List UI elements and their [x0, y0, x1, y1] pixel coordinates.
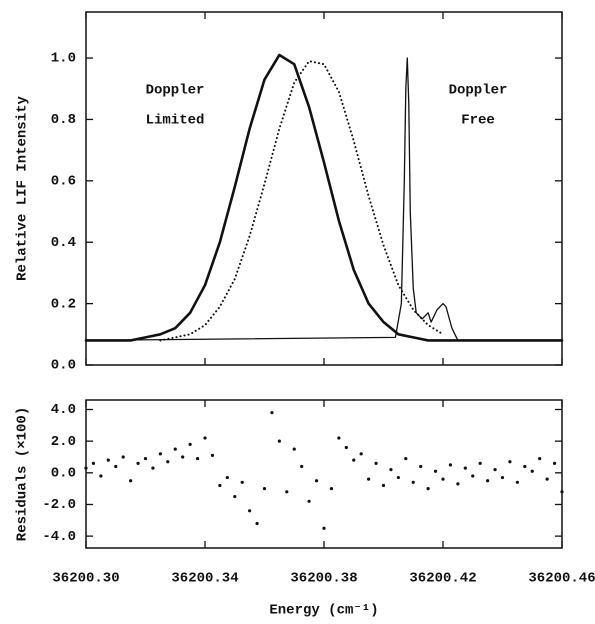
residual-point	[143, 456, 148, 461]
residual-point	[285, 490, 289, 494]
residual-point	[367, 477, 371, 481]
residual-point	[158, 452, 162, 456]
residual-point	[270, 411, 274, 415]
plot-frame	[85, 399, 563, 549]
residual-point	[448, 463, 453, 467]
residual-point	[188, 442, 192, 446]
residual-point	[419, 464, 423, 469]
y-tick-label: 0.4	[51, 235, 76, 251]
residual-point	[441, 477, 445, 481]
residual-point	[463, 466, 467, 470]
residual-point	[181, 455, 185, 459]
residual-point	[91, 461, 96, 465]
residual-point	[352, 458, 356, 462]
annotation: Doppler	[449, 83, 508, 99]
residual-point	[195, 456, 200, 461]
residual-point	[523, 464, 527, 469]
residual-point	[322, 526, 326, 530]
residual-point	[508, 460, 512, 464]
residual-point	[389, 468, 393, 472]
residual-point	[248, 509, 252, 513]
residual-point	[106, 458, 110, 462]
residual-point	[173, 447, 177, 451]
residual-point	[381, 483, 386, 488]
y-tick-label: 2.0	[51, 434, 76, 450]
residual-point	[337, 436, 341, 440]
x-tick-label: 36200.30	[52, 571, 119, 587]
y-tick-label: 0.6	[51, 174, 76, 190]
residual-point	[314, 479, 319, 483]
y-tick-label: 1.0	[51, 51, 76, 67]
residual-point	[404, 456, 408, 461]
y-tick-label: 4.0	[51, 402, 76, 418]
residual-point	[478, 461, 482, 465]
x-tick-label: 36200.42	[409, 571, 476, 587]
residual-point	[515, 480, 519, 484]
residual-point	[545, 477, 549, 481]
residual-point	[136, 461, 140, 465]
y-tick-label: -2.0	[42, 497, 76, 513]
residual-point	[538, 456, 542, 461]
residual-point	[262, 487, 267, 491]
residual-point	[151, 466, 155, 470]
residual-point	[218, 483, 222, 488]
residual-point	[344, 445, 348, 450]
y-tick-label: 0.0	[51, 358, 76, 374]
residual-point	[121, 455, 125, 459]
residual-point	[552, 461, 557, 465]
annotation: Limited	[146, 113, 205, 129]
residual-point	[329, 487, 334, 491]
residual-point	[456, 482, 460, 486]
residual-point	[530, 469, 534, 473]
residual-point	[307, 499, 311, 503]
y-axis-label: Residuals (×100)	[15, 407, 31, 541]
residual-point	[255, 521, 259, 526]
residual-point	[359, 452, 363, 456]
residual-point	[374, 461, 378, 465]
residual-point	[433, 469, 438, 473]
residual-point	[486, 479, 490, 483]
residual-point	[471, 474, 475, 478]
residual-point	[300, 464, 304, 469]
y-tick-label: 0.8	[51, 112, 76, 128]
annotation: Doppler	[146, 83, 205, 99]
residual-point	[233, 494, 237, 499]
residual-point	[210, 453, 215, 458]
residual-point	[411, 480, 415, 484]
line	[84, 53, 564, 342]
residual-point	[292, 447, 296, 451]
x-tick-label: 36200.46	[528, 571, 595, 587]
x-axis-label: Energy (cm⁻¹)	[269, 603, 378, 619]
line	[85, 57, 563, 342]
residual-point	[493, 468, 497, 472]
residual-point	[500, 475, 505, 480]
x-tick-label: 36200.34	[171, 571, 238, 587]
residual-point	[129, 479, 133, 483]
y-axis-label: Relative LIF Intensity	[15, 95, 31, 280]
residual-point	[84, 466, 88, 470]
y-tick-label: 0.2	[51, 296, 76, 312]
residual-point	[99, 474, 103, 478]
residual-point	[240, 480, 244, 484]
plot-frame	[85, 11, 563, 366]
residual-point	[426, 487, 430, 491]
line	[159, 60, 444, 342]
residual-point	[277, 439, 281, 443]
residual-point	[225, 475, 229, 480]
residual-point	[560, 490, 564, 494]
x-tick-label: 36200.38	[290, 571, 357, 587]
y-tick-label: 0.0	[51, 466, 76, 482]
residual-point	[166, 460, 170, 464]
residual-point	[396, 475, 400, 480]
residual-point	[114, 464, 118, 469]
annotation: Free	[461, 113, 495, 129]
y-tick-label: -4.0	[42, 529, 76, 545]
residual-point	[203, 436, 207, 440]
